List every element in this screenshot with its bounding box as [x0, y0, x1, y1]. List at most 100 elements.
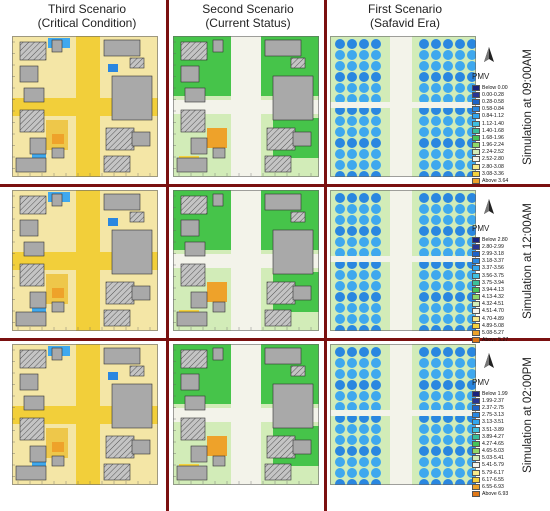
legend-item: Above 5.27 — [472, 337, 508, 344]
map-first-scenario-0900 — [330, 36, 476, 177]
time-label-text: Simulation at 09:00AM — [522, 48, 535, 165]
legend-swatch — [472, 404, 480, 411]
legend-swatch — [472, 484, 480, 491]
legend-label: 6.17-6.55 — [482, 476, 504, 483]
legend-label: 3.89-4.27 — [482, 433, 504, 440]
legend-swatch — [472, 308, 480, 315]
map-first-scenario-1200 — [330, 190, 476, 331]
legend-item: 5.08-5.27 — [472, 329, 508, 337]
legend-swatch — [472, 178, 480, 185]
legend-label: Below 2.80 — [482, 236, 508, 243]
time-label-1400: Simulation at 02:00PM — [518, 344, 538, 485]
legend-item: 1.99-2.37 — [472, 397, 508, 404]
legend-item: 0.28-0.58 — [472, 98, 508, 105]
legend-swatch — [472, 301, 480, 308]
legend-swatch — [472, 294, 480, 301]
legend-label: 2.80-3.08 — [482, 163, 504, 170]
legend-swatch — [472, 433, 480, 440]
legend-swatch — [472, 469, 480, 476]
legend-item: 4.27-4.65 — [472, 440, 508, 447]
legend-swatch — [472, 258, 480, 265]
divider-vertical-2 — [324, 0, 327, 511]
map-third-scenario-0900 — [12, 36, 158, 177]
legend-label: 0.00-0.28 — [482, 91, 504, 98]
legend-label: 2.75-3.13 — [482, 412, 504, 419]
legend-item: 0.84-1.12 — [472, 113, 508, 120]
legend-label: 4.32-4.51 — [482, 301, 504, 308]
legend-label: 3.56-3.75 — [482, 272, 504, 279]
legend-item: 1.68-1.96 — [472, 134, 508, 141]
legend-label: 3.51-3.89 — [482, 426, 504, 433]
legend-item: 0.58-0.84 — [472, 106, 508, 113]
map-first-scenario-1400 — [330, 344, 476, 485]
legend-item: 4.51-4.70 — [472, 308, 508, 315]
legend-item: 3.89-4.27 — [472, 433, 508, 440]
legend-label: 4.89-5.08 — [482, 322, 504, 329]
legend-swatch — [472, 462, 480, 469]
legend-title: PMV — [472, 224, 490, 233]
legend-label: 2.80-2.99 — [482, 243, 504, 250]
legend-title: PMV — [472, 378, 490, 387]
legend-item: Above 3.64 — [472, 177, 508, 185]
legend-swatch — [472, 286, 480, 293]
legend-swatch — [472, 322, 480, 329]
legend-label: 1.99-2.37 — [482, 397, 504, 404]
legend-label: 1.96-2.24 — [482, 142, 504, 149]
legend-label: 0.58-0.84 — [482, 106, 504, 113]
legend-item: 2.52-2.80 — [472, 156, 508, 163]
legend-item: 3.56-3.75 — [472, 272, 508, 279]
header-second-line2: (Current Status) — [205, 16, 291, 30]
legend-item: 2.80-3.08 — [472, 163, 508, 170]
legend-pmv-1200: PMV Below 2.80 2.80-2.99 2.99-3.18 3.18-3.3… — [472, 224, 508, 344]
legend-label: Below 0.00 — [482, 84, 508, 91]
legend-item: 3.13-3.51 — [472, 419, 508, 426]
legend-swatch — [472, 265, 480, 272]
legend-label: 4.70-4.89 — [482, 315, 504, 322]
legend-item: 6.55-6.93 — [472, 483, 508, 491]
header-third-line1: Third Scenario — [47, 2, 127, 16]
north-arrow-icon — [482, 46, 496, 68]
legend-item: Below 0.00 — [472, 84, 508, 91]
legend-swatch — [472, 272, 480, 279]
legend-label: 0.84-1.12 — [482, 113, 504, 120]
legend-item: 4.13-4.32 — [472, 294, 508, 301]
legend-label: 2.37-2.75 — [482, 404, 504, 411]
legend-swatch — [472, 163, 480, 170]
north-arrow-icon — [482, 352, 496, 374]
legend-label: 0.28-0.58 — [482, 98, 504, 105]
legend-item: 4.70-4.89 — [472, 315, 508, 322]
legend-swatch — [472, 315, 480, 322]
legend-swatch — [472, 149, 480, 156]
legend-label: 3.13-3.51 — [482, 419, 504, 426]
legend-item: 0.00-0.28 — [472, 91, 508, 98]
map-third-scenario-1400 — [12, 344, 158, 485]
header-third-line2: (Critical Condition) — [37, 16, 137, 30]
legend-swatch — [472, 412, 480, 419]
legend-label: 1.40-1.68 — [482, 127, 504, 134]
legend-label: 3.75-3.94 — [482, 279, 504, 286]
legend-swatch — [472, 156, 480, 163]
map-second-scenario-1400 — [173, 344, 319, 485]
legend-item: Below 2.80 — [472, 236, 508, 243]
legend-swatch — [472, 455, 480, 462]
header-first-scenario: First Scenario (Safavid Era) — [330, 2, 480, 32]
legend-swatch — [472, 170, 480, 177]
divider-horizontal-1 — [0, 184, 550, 187]
header-third-scenario: Third Scenario (Critical Condition) — [12, 2, 162, 32]
header-second-scenario: Second Scenario (Current Status) — [173, 2, 323, 32]
legend-label: 2.52-2.80 — [482, 156, 504, 163]
legend-swatch — [472, 448, 480, 455]
legend-label: 2.24-2.52 — [482, 149, 504, 156]
legend-swatch — [472, 98, 480, 105]
legend-label: 5.41-5.79 — [482, 462, 504, 469]
legend-swatch — [472, 397, 480, 404]
time-label-0900: Simulation at 09:00AM — [518, 36, 538, 177]
legend-item: 3.37-3.56 — [472, 265, 508, 272]
legend-item: 2.75-3.13 — [472, 412, 508, 419]
legend-swatch — [472, 113, 480, 120]
legend-label: 6.55-6.93 — [482, 484, 504, 491]
divider-vertical-1 — [166, 0, 169, 511]
legend-swatch — [472, 337, 480, 344]
legend-item: 3.51-3.89 — [472, 426, 508, 433]
legend-swatch — [472, 134, 480, 141]
